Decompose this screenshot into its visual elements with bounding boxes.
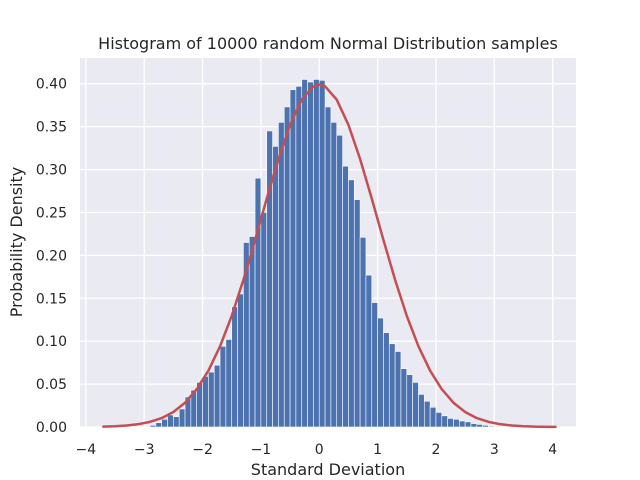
x-tick-label-0: −4: [76, 442, 97, 458]
histogram-bar-34: [348, 179, 355, 428]
histogram-bar-12: [219, 346, 227, 428]
histogram-bar-13: [225, 339, 233, 428]
x-tick-label-5: 1: [373, 442, 382, 458]
histogram-bar-2: [161, 418, 168, 428]
histogram-bar-23: [283, 106, 291, 428]
histogram-bar-57: [482, 424, 489, 428]
histogram-bar-42: [394, 351, 402, 428]
histogram-bar-31: [330, 122, 338, 428]
x-tick-label-8: 4: [548, 442, 557, 458]
histogram-bar-46: [418, 394, 425, 428]
histogram-bar-14: [231, 306, 238, 428]
histogram-bar-53: [458, 420, 466, 428]
histogram-bar-37: [365, 274, 373, 428]
y-tick-label-5: 0.25: [36, 205, 67, 221]
histogram-bar-58: [488, 425, 495, 428]
histogram-bar-22: [278, 122, 285, 428]
y-tick-label-0: 0.00: [36, 420, 67, 436]
histogram-bar-9: [202, 376, 209, 428]
histogram-bar-32: [336, 134, 343, 428]
y-axis-title: Probability Density: [7, 167, 26, 318]
histogram-bar-56: [476, 424, 483, 428]
histogram-bar-52: [453, 418, 460, 428]
histogram-bar-27: [307, 81, 314, 428]
histogram-bar-3: [167, 414, 174, 428]
histogram-bar-18: [254, 177, 262, 428]
histogram-bar-11: [213, 364, 221, 428]
histogram-bar-51: [447, 418, 454, 428]
histogram-bar-19: [260, 212, 268, 428]
histogram-bar-55: [470, 423, 478, 428]
x-tick-label-4: 0: [315, 442, 324, 458]
histogram-bar-50: [441, 415, 448, 428]
histogram-bar-29: [318, 80, 326, 428]
y-tick-label-3: 0.15: [36, 291, 67, 307]
y-tick-label-1: 0.05: [36, 377, 67, 393]
histogram-bar-20: [266, 130, 273, 428]
histogram-bar-0: [149, 424, 157, 428]
histogram-bar-40: [383, 332, 390, 428]
y-tick-label-4: 0.20: [36, 248, 67, 264]
x-tick-label-6: 2: [431, 442, 440, 458]
y-tick-label-6: 0.30: [36, 163, 67, 179]
chart-title: Histogram of 10000 random Normal Distrib…: [98, 34, 558, 53]
histogram-bar-10: [208, 371, 215, 428]
histogram-bar-39: [377, 317, 384, 428]
x-tick-label-7: 3: [490, 442, 499, 458]
histogram-bar-30: [324, 106, 332, 428]
histogram-bar-15: [237, 293, 244, 428]
histogram-bar-45: [412, 382, 419, 428]
histogram-bar-43: [400, 368, 408, 428]
histogram-bar-48: [429, 406, 437, 428]
density-curve: [102, 83, 557, 429]
x-axis-title: Standard Deviation: [251, 460, 405, 479]
y-tick-label-8: 0.40: [36, 77, 67, 93]
y-tick-label-2: 0.10: [36, 334, 67, 350]
histogram-bar-38: [371, 302, 378, 428]
histogram-bar-25: [295, 86, 303, 428]
histogram-bar-54: [464, 421, 472, 428]
histogram-bar-26: [301, 79, 308, 428]
histogram-bar-5: [178, 408, 186, 428]
density-curve-layer: [102, 83, 557, 429]
y-tick-labels: 0.00 0.05 0.10 0.15 0.20 0.25 0.30 0.35 0.40: [36, 77, 67, 436]
histogram-bar-36: [359, 237, 367, 428]
histogram-bars: [149, 79, 495, 428]
histogram-bar-21: [272, 146, 279, 428]
histogram-bar-41: [388, 343, 396, 428]
histogram-bar-33: [342, 165, 349, 428]
histogram-bar-28: [313, 79, 320, 428]
histogram-bar-24: [289, 89, 297, 428]
histogram-bar-44: [406, 374, 413, 428]
histogram-bar-4: [173, 416, 180, 428]
histogram-bar-35: [353, 199, 361, 428]
histogram-bar-17: [248, 236, 256, 428]
histogram-bar-47: [423, 400, 431, 428]
x-tick-label-3: −1: [251, 442, 272, 458]
x-tick-label-1: −3: [134, 442, 155, 458]
x-tick-labels: −4 −3 −2 −1 0 1 2 3 4: [76, 442, 558, 458]
histogram-bar-49: [435, 412, 443, 428]
x-tick-label-2: −2: [192, 442, 213, 458]
y-tick-label-7: 0.35: [36, 120, 67, 136]
histogram-bar-1: [155, 422, 162, 428]
